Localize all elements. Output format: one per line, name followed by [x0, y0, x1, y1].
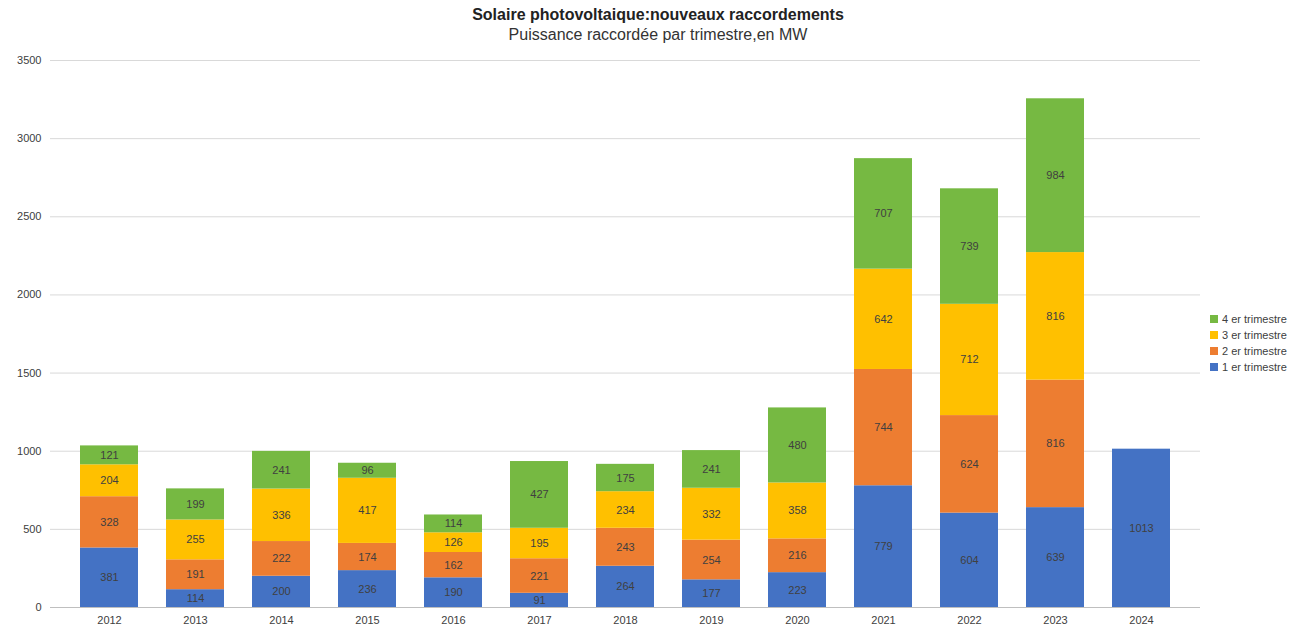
svg-text:480: 480: [788, 439, 806, 451]
svg-text:332: 332: [702, 508, 720, 520]
svg-text:2020: 2020: [785, 614, 809, 626]
svg-text:639: 639: [1046, 551, 1064, 563]
svg-text:3500: 3500: [17, 54, 41, 66]
svg-text:204: 204: [100, 474, 118, 486]
svg-text:604: 604: [960, 554, 978, 566]
svg-text:2000: 2000: [17, 288, 41, 300]
svg-text:816: 816: [1046, 437, 1064, 449]
svg-text:1000: 1000: [17, 445, 41, 457]
svg-text:744: 744: [874, 421, 892, 433]
svg-text:984: 984: [1046, 169, 1064, 181]
svg-text:199: 199: [186, 498, 204, 510]
svg-text:816: 816: [1046, 310, 1064, 322]
svg-text:358: 358: [788, 504, 806, 516]
svg-text:0: 0: [35, 601, 41, 613]
svg-text:2023: 2023: [1043, 614, 1067, 626]
svg-text:177: 177: [702, 587, 720, 599]
html-text:Puissance raccordée par trimes: Puissance raccordée par trimestre,en MW: [508, 26, 808, 43]
svg-text:223: 223: [788, 584, 806, 596]
svg-text:241: 241: [702, 463, 720, 475]
svg-text:381: 381: [100, 571, 118, 583]
svg-text:427: 427: [530, 488, 548, 500]
svg-text:190: 190: [444, 586, 462, 598]
svg-text:121: 121: [100, 449, 118, 461]
svg-text:779: 779: [874, 540, 892, 552]
svg-text:2021: 2021: [871, 614, 895, 626]
svg-text:707: 707: [874, 207, 892, 219]
html-text:1 er trimestre: 1 er trimestre: [1222, 360, 1287, 373]
html-text:2 er trimestre: 2 er trimestre: [1222, 344, 1287, 357]
svg-text:254: 254: [702, 554, 720, 566]
svg-text:2018: 2018: [613, 614, 637, 626]
svg-text:114: 114: [187, 592, 205, 604]
svg-text:162: 162: [444, 559, 462, 571]
svg-text:417: 417: [358, 504, 376, 516]
svg-text:1013: 1013: [1129, 522, 1153, 534]
svg-text:241: 241: [272, 464, 290, 476]
html-text:Solaire photovoltaique:nouveau: Solaire photovoltaique:nouveaux raccorde…: [472, 6, 844, 23]
svg-text:243: 243: [616, 541, 634, 553]
svg-text:2012: 2012: [97, 614, 121, 626]
svg-text:175: 175: [616, 472, 634, 484]
svg-text:222: 222: [272, 552, 290, 564]
svg-text:2016: 2016: [441, 614, 465, 626]
svg-text:216: 216: [788, 549, 806, 561]
svg-text:255: 255: [186, 533, 204, 545]
svg-text:2022: 2022: [957, 614, 981, 626]
svg-text:712: 712: [960, 353, 978, 365]
svg-text:2019: 2019: [699, 614, 723, 626]
svg-text:114: 114: [445, 517, 463, 529]
svg-text:642: 642: [874, 313, 892, 325]
svg-text:195: 195: [530, 537, 548, 549]
svg-text:739: 739: [960, 240, 978, 252]
svg-text:1500: 1500: [17, 367, 41, 379]
html-text:4 er trimestre: 4 er trimestre: [1222, 312, 1287, 325]
svg-text:2014: 2014: [269, 614, 293, 626]
svg-text:264: 264: [616, 580, 634, 592]
html-text:3 er trimestre: 3 er trimestre: [1222, 328, 1287, 341]
svg-text:328: 328: [100, 516, 118, 528]
svg-text:500: 500: [23, 523, 41, 535]
svg-text:3000: 3000: [17, 132, 41, 144]
svg-text:336: 336: [272, 509, 290, 521]
svg-text:2015: 2015: [355, 614, 379, 626]
svg-text:236: 236: [358, 583, 376, 595]
svg-text:174: 174: [358, 551, 376, 563]
svg-text:234: 234: [616, 503, 634, 515]
svg-text:2500: 2500: [17, 210, 41, 222]
svg-text:191: 191: [186, 568, 204, 580]
svg-text:126: 126: [444, 536, 462, 548]
svg-text:624: 624: [960, 458, 978, 470]
svg-text:2017: 2017: [527, 614, 551, 626]
svg-text:91: 91: [533, 594, 545, 606]
svg-text:2024: 2024: [1129, 614, 1153, 626]
svg-text:96: 96: [361, 464, 373, 476]
svg-text:221: 221: [530, 570, 548, 582]
svg-text:2013: 2013: [183, 614, 207, 626]
svg-text:200: 200: [272, 585, 290, 597]
